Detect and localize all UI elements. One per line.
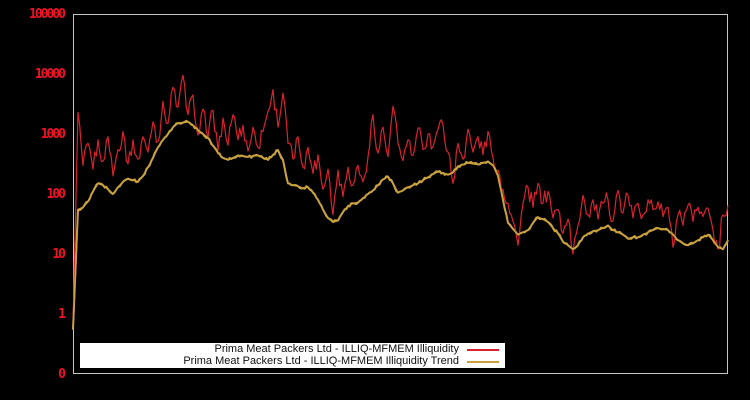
y-tick-label: 0	[58, 366, 66, 382]
legend-line-sample-illiquidity	[467, 348, 499, 351]
illiquidity-trend-line-overlay	[72, 121, 729, 330]
plot-frame	[73, 14, 728, 374]
legend-label-trend: Prima Meat Packers Ltd - ILLIQ-MFMEM Ill…	[183, 355, 459, 367]
y-tick-label: 100	[46, 186, 66, 202]
legend-label-illiquidity: Prima Meat Packers Ltd - ILLIQ-MFMEM Ill…	[214, 343, 459, 355]
legend-item: Prima Meat Packers Ltd - ILLIQ-MFMEM Ill…	[214, 344, 499, 355]
y-tick-label: 10	[52, 246, 66, 262]
y-tick-label: 1	[58, 306, 66, 322]
legend-item: Prima Meat Packers Ltd - ILLIQ-MFMEM Ill…	[183, 356, 499, 367]
legend: Prima Meat Packers Ltd - ILLIQ-MFMEM Ill…	[80, 343, 505, 368]
illiquidity-line	[72, 74, 729, 326]
legend-line-sample-trend	[467, 360, 499, 363]
y-tick-label: 10000	[34, 66, 66, 82]
y-tick-label: 1000	[40, 126, 66, 142]
y-tick-label: 100000	[29, 6, 66, 22]
